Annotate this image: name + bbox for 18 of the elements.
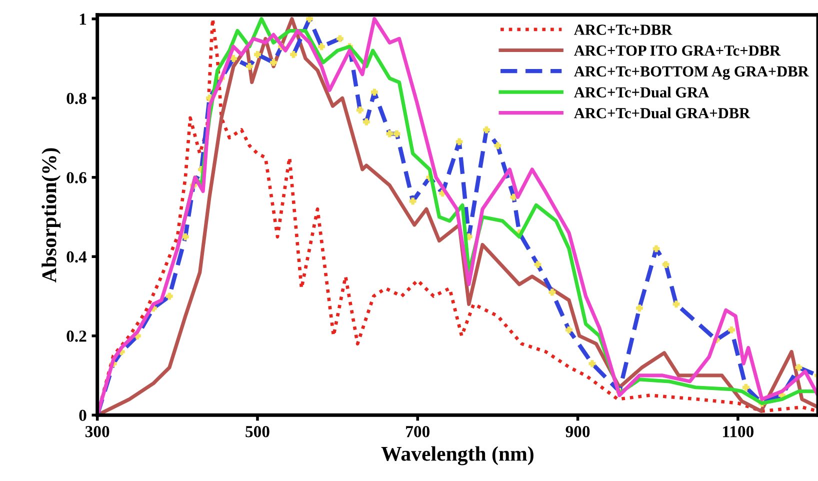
y-tick-label: 0.6 — [66, 172, 86, 184]
x-tick-label: 300 — [85, 426, 110, 438]
x-axis-title: Wavelength (nm) — [381, 446, 534, 466]
y-tick-label: 0.4 — [66, 251, 87, 263]
x-tick-label: 1100 — [723, 426, 754, 438]
legend-label: ARC+TOP ITO GRA+Tc+DBR — [574, 45, 781, 56]
x-tick-label: 700 — [406, 426, 430, 438]
legend-label: ARC+Tc+BOTTOM Ag GRA+DBR — [574, 66, 809, 80]
legend-label: ARC+Tc+Dual GRA+DBR — [574, 108, 750, 118]
x-tick-label: 500 — [246, 426, 270, 438]
y-axis-title: Absorption(%) — [42, 148, 61, 283]
x-tick-label: 900 — [566, 426, 590, 438]
legend-label: ARC+Tc+Dual GRA — [574, 86, 710, 98]
y-tick-label: 1 — [80, 14, 86, 25]
legend-label: ARC+Tc+DBR — [574, 24, 672, 35]
y-tick-label: 0 — [79, 410, 86, 422]
y-tick-label: 0.8 — [66, 92, 86, 104]
y-tick-label: 0.2 — [66, 330, 86, 342]
